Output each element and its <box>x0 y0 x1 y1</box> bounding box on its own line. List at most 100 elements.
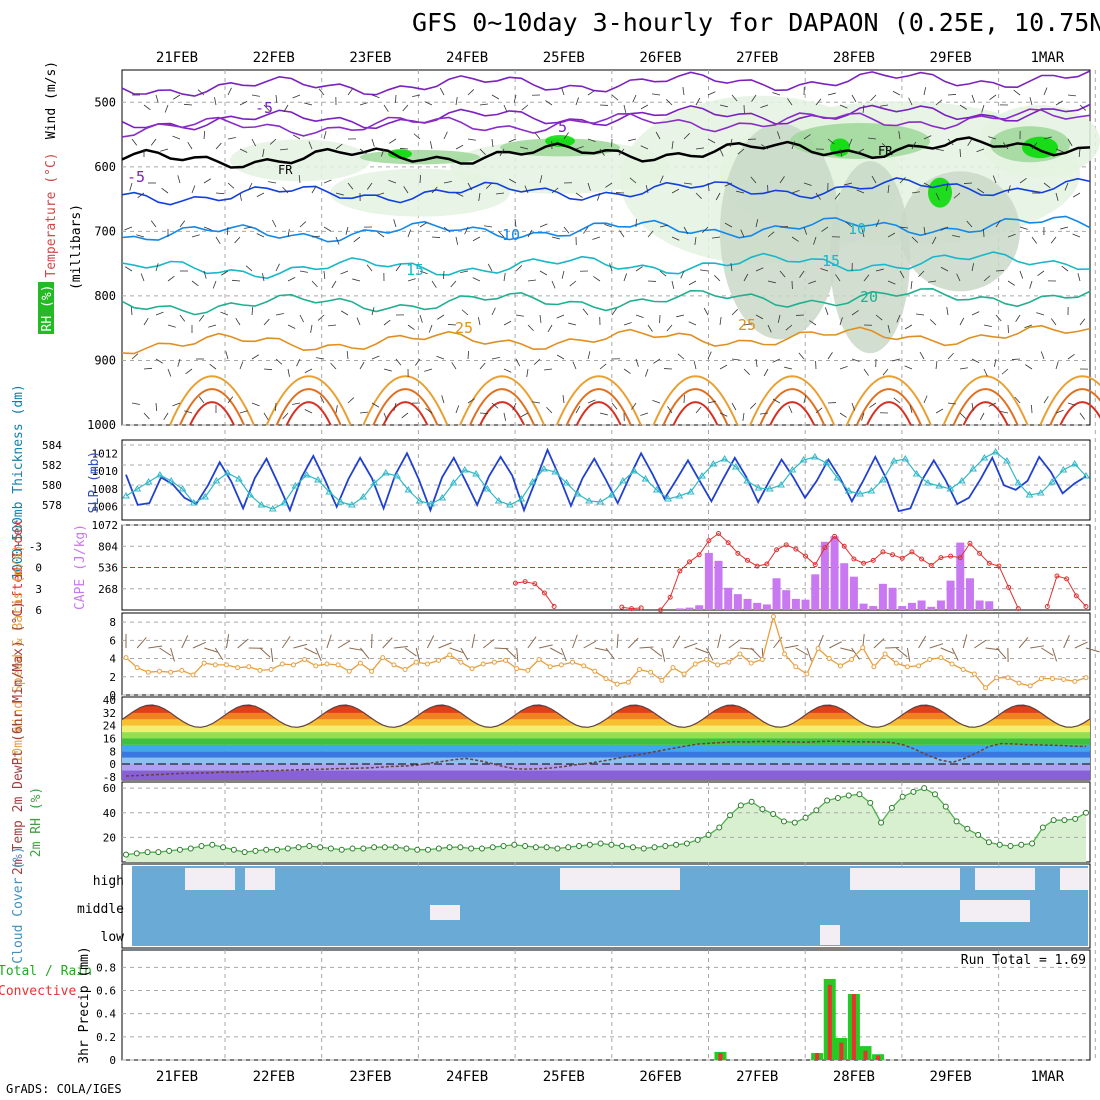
upper-wind-label: Wind (m/s) <box>44 61 59 139</box>
wind-barb <box>946 307 949 316</box>
wind-barb <box>515 358 521 367</box>
wind-barb <box>839 317 843 326</box>
cape-bar <box>898 606 907 610</box>
wind-barb-10m <box>951 647 959 661</box>
wind-barb <box>231 279 241 282</box>
precip-conv-bar <box>851 994 856 1060</box>
rh2m-marker <box>910 788 917 795</box>
wind-marker <box>1061 677 1067 683</box>
wind-barb <box>425 407 433 414</box>
wind-barb <box>695 147 704 150</box>
wind-barb <box>731 94 738 102</box>
wind-barb <box>455 405 460 414</box>
wind-barb <box>395 358 402 366</box>
chart-title: GFS 0~10day 3-hourly for DAPAON (0.25E, … <box>412 8 1100 37</box>
wind-barb <box>1019 177 1027 184</box>
wind-marker <box>938 655 944 661</box>
thickness-marker <box>686 488 695 495</box>
rh2m-marker <box>845 792 852 799</box>
wind-barb-10m <box>962 634 968 649</box>
wind-barb <box>623 273 627 282</box>
wind-barb-10m <box>538 644 553 649</box>
rh2m-marker <box>381 844 388 851</box>
thickness-marker <box>732 463 740 470</box>
wind-barb <box>1000 410 1009 414</box>
wind-barb <box>813 236 817 245</box>
wind-marker <box>860 645 866 651</box>
wind-barb <box>395 94 397 104</box>
upper-ytick: 1000 <box>87 418 116 432</box>
wind-barb <box>893 397 901 404</box>
wind-barb <box>683 226 689 235</box>
thickness-marker <box>675 492 684 499</box>
rh2m-marker <box>716 824 723 831</box>
wind-marker <box>681 671 687 677</box>
thickness-marker <box>359 493 368 500</box>
date-label-top: 21FEB <box>156 50 198 66</box>
wind-barb <box>1050 236 1057 244</box>
wind-barb <box>582 308 589 316</box>
wind-barb <box>150 220 157 228</box>
wind-barb <box>659 175 664 184</box>
wind-barb <box>575 192 583 198</box>
slp-ytick: 1006 <box>92 501 119 514</box>
temp-ytick: -8 <box>103 771 116 784</box>
wind-barb <box>124 226 133 231</box>
thickness-marker <box>302 471 311 478</box>
wind-barb <box>395 264 402 272</box>
upper-rh-label: RH (%) <box>40 285 55 332</box>
thickness-marker <box>822 459 831 466</box>
thickness-marker <box>720 455 729 462</box>
li-marker <box>551 603 557 609</box>
wind-barb <box>203 178 211 184</box>
wind-marker <box>570 659 576 665</box>
wind-barb <box>983 324 992 328</box>
cape-bar <box>869 606 878 610</box>
wind-barb <box>959 367 968 370</box>
cloud-clear <box>820 925 840 945</box>
li-marker <box>735 550 741 556</box>
wind-barb <box>604 224 613 228</box>
wind-barb <box>136 234 145 238</box>
wind-barb <box>839 412 847 418</box>
wind-barb <box>292 402 301 405</box>
wind-barb <box>667 406 673 414</box>
thickness-marker <box>291 482 300 489</box>
wind-marker <box>547 664 553 670</box>
wind-marker <box>201 660 207 666</box>
li-marker <box>948 553 954 559</box>
isotherm-line <box>121 324 1091 355</box>
thickness-marker <box>156 471 164 478</box>
thickness-marker <box>698 472 706 479</box>
wind-barb-10m <box>349 647 364 651</box>
li-marker <box>658 607 663 613</box>
wind-barb <box>282 412 289 420</box>
thickness-marker <box>122 492 130 499</box>
cape-bar <box>975 600 984 610</box>
freezing-label: FR <box>878 144 893 158</box>
wind-barb <box>262 273 265 282</box>
wind-barb <box>935 192 940 201</box>
rh2m-marker <box>791 819 798 826</box>
rh2m-marker <box>327 845 334 852</box>
wind-barb <box>436 355 445 360</box>
wind-barb-10m <box>1018 636 1029 649</box>
wind-barb-10m <box>940 647 954 654</box>
thickness-marker <box>472 470 480 477</box>
wind-barb <box>1077 273 1081 282</box>
wind-barb <box>403 186 409 194</box>
wind-barb <box>498 230 505 238</box>
wind-barb <box>225 351 229 360</box>
cloud-clear <box>620 868 680 890</box>
wind-barb <box>491 94 500 100</box>
wind-barb-10m <box>415 647 421 662</box>
rh2m-marker <box>662 843 669 849</box>
li-marker <box>1006 584 1012 590</box>
temp-line <box>121 704 1091 728</box>
wind-barb <box>514 219 517 228</box>
thickness-marker <box>246 491 255 498</box>
wind-barb <box>140 273 145 282</box>
thickness-marker <box>844 487 853 494</box>
temp-band <box>122 705 1090 707</box>
thickness-marker <box>935 482 944 489</box>
